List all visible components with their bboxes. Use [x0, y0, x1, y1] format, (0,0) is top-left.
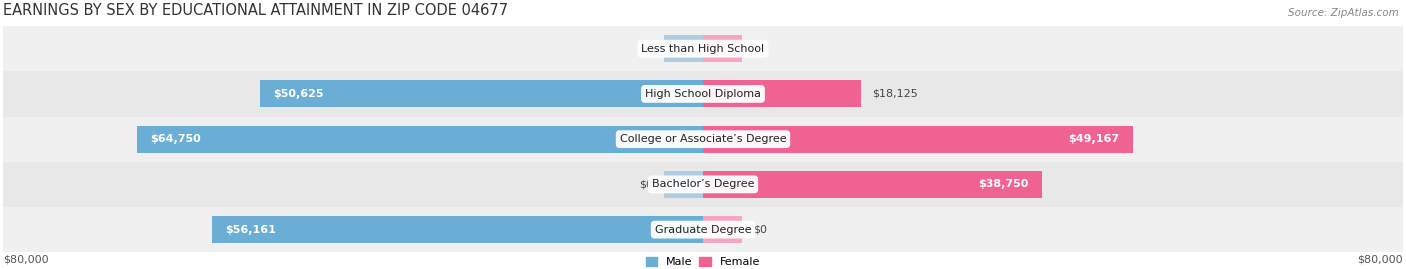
- Text: $50,625: $50,625: [273, 89, 323, 99]
- Text: $56,161: $56,161: [225, 225, 276, 235]
- Bar: [703, 171, 1042, 198]
- Text: Graduate Degree: Graduate Degree: [655, 225, 751, 235]
- Text: Bachelor’s Degree: Bachelor’s Degree: [652, 179, 754, 189]
- Text: $64,750: $64,750: [150, 134, 201, 144]
- Text: $38,750: $38,750: [979, 179, 1029, 189]
- Bar: [664, 35, 703, 62]
- Text: $80,000: $80,000: [1357, 254, 1403, 264]
- Text: $0: $0: [752, 225, 766, 235]
- Text: Less than High School: Less than High School: [641, 44, 765, 54]
- Bar: [136, 126, 703, 153]
- Text: High School Diploma: High School Diploma: [645, 89, 761, 99]
- Bar: [703, 126, 1133, 153]
- Bar: [703, 35, 742, 62]
- Bar: [260, 80, 703, 108]
- Bar: [3, 26, 1403, 71]
- Text: $49,167: $49,167: [1069, 134, 1119, 144]
- Bar: [703, 216, 742, 243]
- Bar: [212, 216, 703, 243]
- Text: EARNINGS BY SEX BY EDUCATIONAL ATTAINMENT IN ZIP CODE 04677: EARNINGS BY SEX BY EDUCATIONAL ATTAINMEN…: [3, 3, 509, 19]
- Bar: [3, 207, 1403, 252]
- Bar: [3, 162, 1403, 207]
- Text: $0: $0: [640, 44, 654, 54]
- Legend: Male, Female: Male, Female: [647, 257, 759, 267]
- Text: $0: $0: [752, 44, 766, 54]
- Text: College or Associate’s Degree: College or Associate’s Degree: [620, 134, 786, 144]
- Bar: [703, 80, 862, 108]
- Bar: [3, 116, 1403, 162]
- Text: $18,125: $18,125: [872, 89, 918, 99]
- Text: $80,000: $80,000: [3, 254, 49, 264]
- Bar: [664, 171, 703, 198]
- Text: Source: ZipAtlas.com: Source: ZipAtlas.com: [1288, 8, 1399, 18]
- Text: $0: $0: [640, 179, 654, 189]
- Bar: [3, 71, 1403, 116]
